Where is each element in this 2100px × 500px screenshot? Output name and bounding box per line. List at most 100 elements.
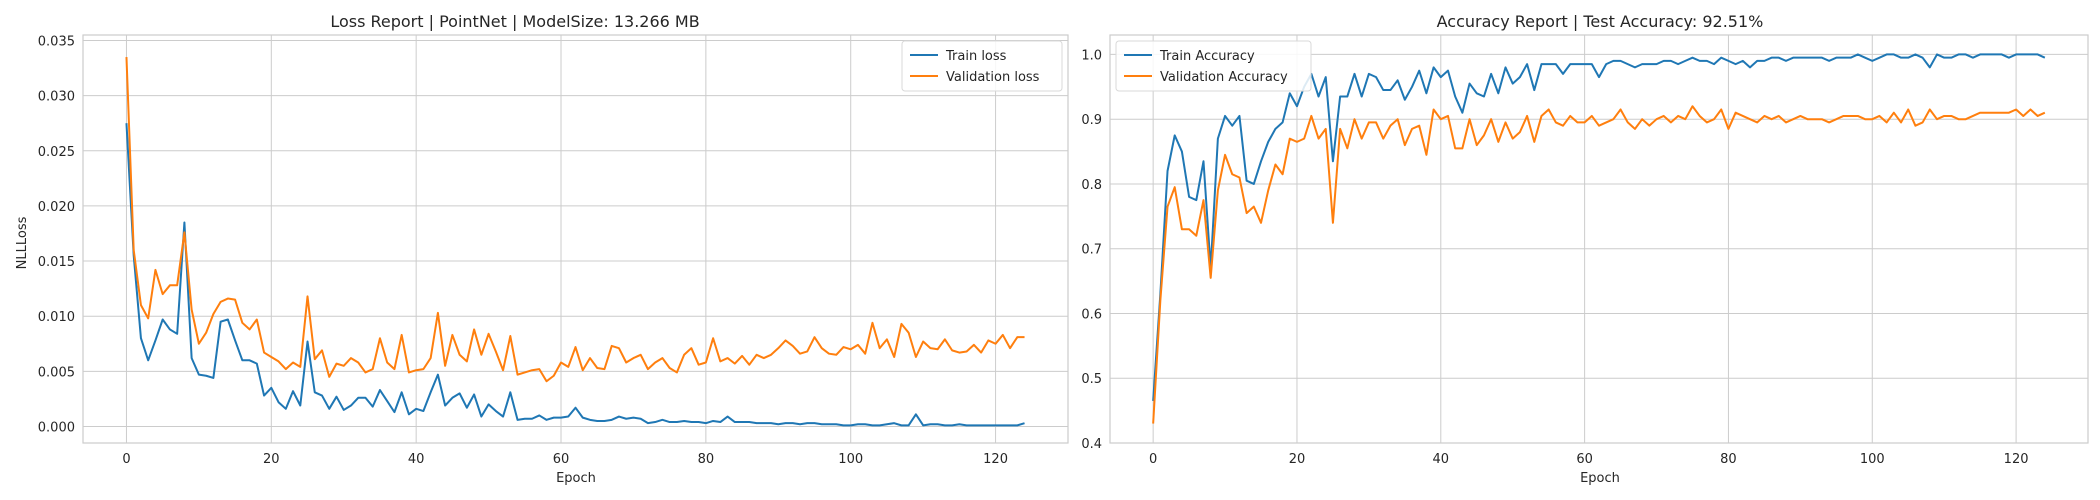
- accuracy-data-point: [1792, 118, 1794, 120]
- loss-data-point: [582, 417, 584, 419]
- loss-data-point: [908, 332, 910, 334]
- loss-data-point: [922, 424, 924, 426]
- accuracy-data-point: [1203, 199, 1205, 201]
- accuracy-series-train: [1152, 53, 2046, 401]
- loss-data-point: [748, 421, 750, 423]
- loss-data-point: [966, 424, 968, 426]
- loss-data-point: [683, 420, 685, 422]
- accuracy-data-point: [1447, 115, 1449, 117]
- accuracy-data-point: [1799, 57, 1801, 59]
- loss-data-point: [625, 362, 627, 364]
- accuracy-data-point: [1461, 112, 1463, 114]
- accuracy-data-point: [1850, 115, 1852, 117]
- accuracy-y-tick-label: 0.8: [1081, 178, 1102, 193]
- loss-data-point: [864, 353, 866, 355]
- loss-data-point: [835, 423, 837, 425]
- accuracy-data-point: [1871, 60, 1873, 62]
- loss-data-point: [155, 269, 157, 271]
- accuracy-legend-label: Train Accuracy: [1159, 49, 1255, 64]
- accuracy-data-point: [1354, 118, 1356, 120]
- accuracy-data-point: [1303, 138, 1305, 140]
- loss-data-point: [719, 361, 721, 363]
- loss-data-point: [763, 422, 765, 424]
- accuracy-data-point: [1979, 54, 1981, 56]
- loss-chart-title: Loss Report | PointNet | ModelSize: 13.2…: [330, 12, 699, 31]
- accuracy-data-point: [1533, 89, 1535, 91]
- accuracy-y-tick-label: 0.7: [1081, 243, 1102, 258]
- loss-data-point: [806, 351, 808, 353]
- accuracy-data-point: [1670, 60, 1672, 62]
- accuracy-data-point: [1979, 112, 1981, 114]
- accuracy-data-point: [1886, 122, 1888, 124]
- loss-y-tick-label: 0.035: [38, 35, 75, 50]
- accuracy-series-line: [1152, 53, 2046, 401]
- accuracy-data-point: [1382, 89, 1384, 91]
- accuracy-data-point: [1986, 112, 1988, 114]
- loss-data-point: [386, 400, 388, 402]
- loss-data-point: [596, 420, 598, 422]
- loss-data-point: [408, 372, 410, 374]
- loss-data-point: [734, 363, 736, 365]
- accuracy-chart-xlabel: Epoch: [1580, 471, 1620, 486]
- loss-data-point: [321, 395, 323, 397]
- loss-data-point: [676, 372, 678, 374]
- accuracy-data-point: [1289, 92, 1291, 94]
- loss-data-point: [357, 362, 359, 364]
- accuracy-data-point: [1418, 70, 1420, 72]
- loss-x-tick-label: 40: [408, 452, 425, 467]
- accuracy-data-point: [1692, 57, 1694, 59]
- accuracy-data-point: [2015, 109, 2017, 111]
- accuracy-data-point: [1828, 122, 1830, 124]
- accuracy-data-point: [1835, 57, 1837, 59]
- loss-data-point: [394, 411, 396, 413]
- loss-data-point: [473, 394, 475, 396]
- accuracy-data-point: [1310, 115, 1312, 117]
- accuracy-data-point: [1648, 125, 1650, 127]
- loss-data-point: [857, 344, 859, 346]
- loss-data-point: [162, 319, 164, 321]
- accuracy-data-point: [1404, 99, 1406, 101]
- loss-data-point: [611, 345, 613, 347]
- loss-data-point: [995, 424, 997, 426]
- loss-data-point: [517, 374, 519, 376]
- loss-data-point: [929, 347, 931, 349]
- loss-data-point: [191, 357, 193, 359]
- loss-data-point: [451, 397, 453, 399]
- accuracy-data-point: [1440, 118, 1442, 120]
- accuracy-data-point: [1210, 277, 1212, 279]
- loss-data-point: [307, 295, 309, 297]
- accuracy-data-point: [1562, 125, 1564, 127]
- accuracy-data-point: [1699, 115, 1701, 117]
- loss-data-point: [372, 368, 374, 370]
- accuracy-data-point: [1562, 73, 1564, 75]
- loss-data-point: [560, 417, 562, 419]
- loss-data-point: [205, 332, 207, 334]
- accuracy-data-point: [1246, 212, 1248, 214]
- loss-data-point: [567, 416, 569, 418]
- accuracy-data-point: [1850, 57, 1852, 59]
- accuracy-x-tick-label: 60: [1576, 452, 1593, 467]
- loss-data-point: [973, 344, 975, 346]
- accuracy-data-point: [1267, 141, 1269, 143]
- loss-data-point: [756, 354, 758, 356]
- loss-data-point: [401, 334, 403, 336]
- loss-x-tick-label: 80: [698, 452, 715, 467]
- loss-x-tick-label: 0: [122, 452, 130, 467]
- loss-data-point: [901, 424, 903, 426]
- accuracy-data-point: [1843, 115, 1845, 117]
- loss-data-point: [633, 357, 635, 359]
- accuracy-data-point: [1217, 138, 1219, 140]
- accuracy-data-point: [1900, 122, 1902, 124]
- loss-data-point: [423, 410, 425, 412]
- loss-data-point: [256, 319, 258, 321]
- accuracy-data-point: [1469, 118, 1471, 120]
- accuracy-data-point: [1469, 83, 1471, 85]
- loss-data-point: [1024, 336, 1026, 338]
- accuracy-data-point: [1728, 128, 1730, 130]
- accuracy-legend-box: [1115, 40, 1312, 92]
- loss-data-point: [1002, 334, 1004, 336]
- accuracy-data-point: [1778, 57, 1780, 59]
- accuracy-data-point: [1692, 105, 1694, 107]
- loss-data-point: [944, 338, 946, 340]
- accuracy-data-point: [1519, 131, 1521, 133]
